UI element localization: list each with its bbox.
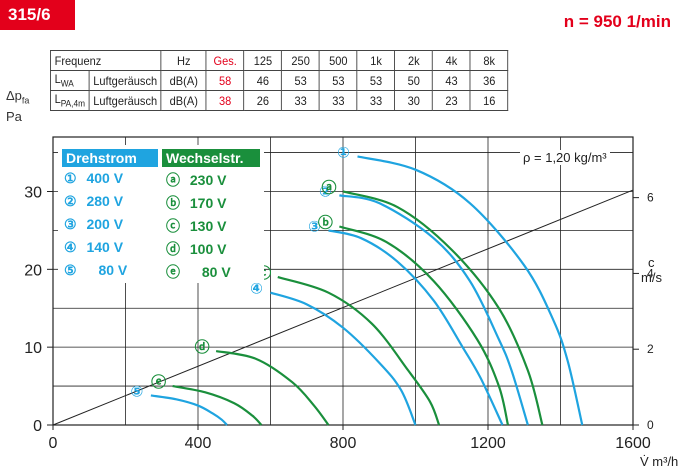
legend-item-blue: ① 400 V (64, 170, 123, 187)
series-curve-1 (357, 155, 584, 426)
series-curve-3 (328, 229, 504, 426)
y-tick-label: 20 (24, 262, 42, 279)
legend-marker: ① (64, 170, 77, 186)
y-tick-label: 10 (24, 340, 42, 357)
series-curve-4 (270, 291, 417, 426)
pressure-axis-label-line1: Δpfa (6, 88, 30, 106)
y-tick-label: 30 (24, 184, 42, 201)
series-label: ② (319, 182, 332, 200)
legend-label: 130 V (189, 218, 227, 234)
y-tick-label: 0 (33, 418, 42, 435)
legend-marker: ④ (64, 239, 77, 255)
legend-label: 170 V (189, 195, 227, 211)
table-cell: 43 (432, 70, 471, 91)
legend-marker: ⓐ (166, 172, 180, 188)
legend-title-three-phase: Drehstrom (62, 149, 158, 167)
legend-item-green: ⓒ 130 V (166, 216, 226, 236)
legend-marker: ⓔ (166, 264, 180, 280)
series-label: ⓐ (321, 178, 336, 196)
x-axis-label: V̇ m³/h (640, 454, 678, 468)
legend-label: 80 V (201, 264, 231, 280)
series-label: ⑤ (131, 382, 144, 400)
series-label: ③ (308, 217, 321, 235)
legend-background (58, 145, 264, 283)
speed-label: n = 950 1/min (563, 12, 671, 31)
legend-label: 200 V (86, 216, 124, 232)
legend-label: 280 V (86, 193, 124, 209)
table-cell: 26 (243, 90, 283, 111)
table-cell: 46 (243, 70, 283, 91)
velocity-line (52, 189, 634, 426)
series-label: ⓑ (318, 214, 333, 232)
legend-item-green: ⓔ 80 V (166, 262, 231, 282)
legend-item-green: ⓐ 230 V (166, 170, 226, 190)
legend-label: 100 V (189, 241, 227, 257)
legend-item-green: ⓑ 170 V (166, 193, 226, 213)
legend-label: 140 V (86, 239, 124, 255)
table-cell: Luftgeräusch (88, 90, 162, 111)
legend-label: 230 V (189, 172, 227, 188)
x-tick-label: 800 (330, 435, 357, 452)
c-tick-label: 6 (647, 191, 654, 205)
legend-marker: ⑤ (64, 262, 77, 278)
table-cell: dB(A) (160, 90, 207, 111)
legend-marker: ⓒ (166, 218, 180, 234)
noise-table: Frequenz Hz Ges. 125 250 500 1k 2k 4k 8k… (49, 50, 509, 111)
c-axis-label: c (648, 255, 655, 270)
pressure-axis-label: Δpfa Pa (6, 88, 30, 124)
table-row: LPA,4m Luftgeräusch dB(A) 38 26 33 33 33… (49, 90, 509, 111)
table-header-cell: 500 (319, 50, 358, 71)
table-cell: 50 (394, 70, 434, 91)
legend-marker: ② (64, 193, 77, 209)
density-note: ρ = 1,20 kg/m³ (520, 150, 610, 165)
series-label: ① (337, 143, 350, 161)
series-label: ⓓ (195, 338, 210, 356)
table-header-row: Frequenz Hz Ges. 125 250 500 1k 2k 4k 8k (49, 50, 509, 71)
series-curve-5 (150, 394, 228, 426)
c-tick-label: 4 (647, 266, 654, 280)
x-tick-label: 0 (49, 435, 58, 452)
legend-item-blue: ③ 200 V (64, 216, 123, 233)
c-tick-label: 2 (647, 342, 654, 356)
legend-marker: ⓑ (166, 195, 180, 211)
series-curve-2 (339, 194, 529, 426)
legend-label: 80 V (98, 262, 128, 278)
legend-title-single-phase: Wechselstr. (162, 149, 260, 167)
legend-item-blue: ④ 140 V (64, 239, 123, 256)
legend-item-blue: ② 280 V (64, 193, 123, 210)
legend-marker: ⓓ (166, 241, 180, 257)
series-label: ④ (250, 280, 263, 298)
table-cell: Luftgeräusch (88, 70, 162, 91)
model-badge: 315/6 (0, 0, 75, 30)
pressure-axis-label-line2: Pa (6, 108, 22, 124)
x-tick-label: 400 (185, 435, 212, 452)
c-axis-label-unit: m/s (641, 270, 662, 285)
legend-item-green: ⓓ 100 V (166, 239, 226, 259)
legend-marker: ③ (64, 216, 77, 232)
table-header-cell: Frequenz (49, 50, 162, 71)
legend-item-blue: ⑤ 80 V (64, 262, 127, 279)
series-label: ⓔ (151, 373, 166, 391)
x-tick-label: 1200 (470, 435, 506, 452)
series-curve-8 (277, 276, 441, 426)
table-cell: 16 (469, 90, 509, 111)
series-curve-10 (172, 385, 263, 426)
table-cell: 33 (281, 90, 320, 111)
series-curve-6 (342, 190, 544, 426)
legend-label: 400 V (86, 170, 124, 186)
series-curve-7 (339, 225, 510, 426)
c-tick-label: 0 (647, 418, 654, 432)
series-curve-9 (215, 349, 330, 426)
x-tick-label: 1600 (615, 435, 651, 452)
